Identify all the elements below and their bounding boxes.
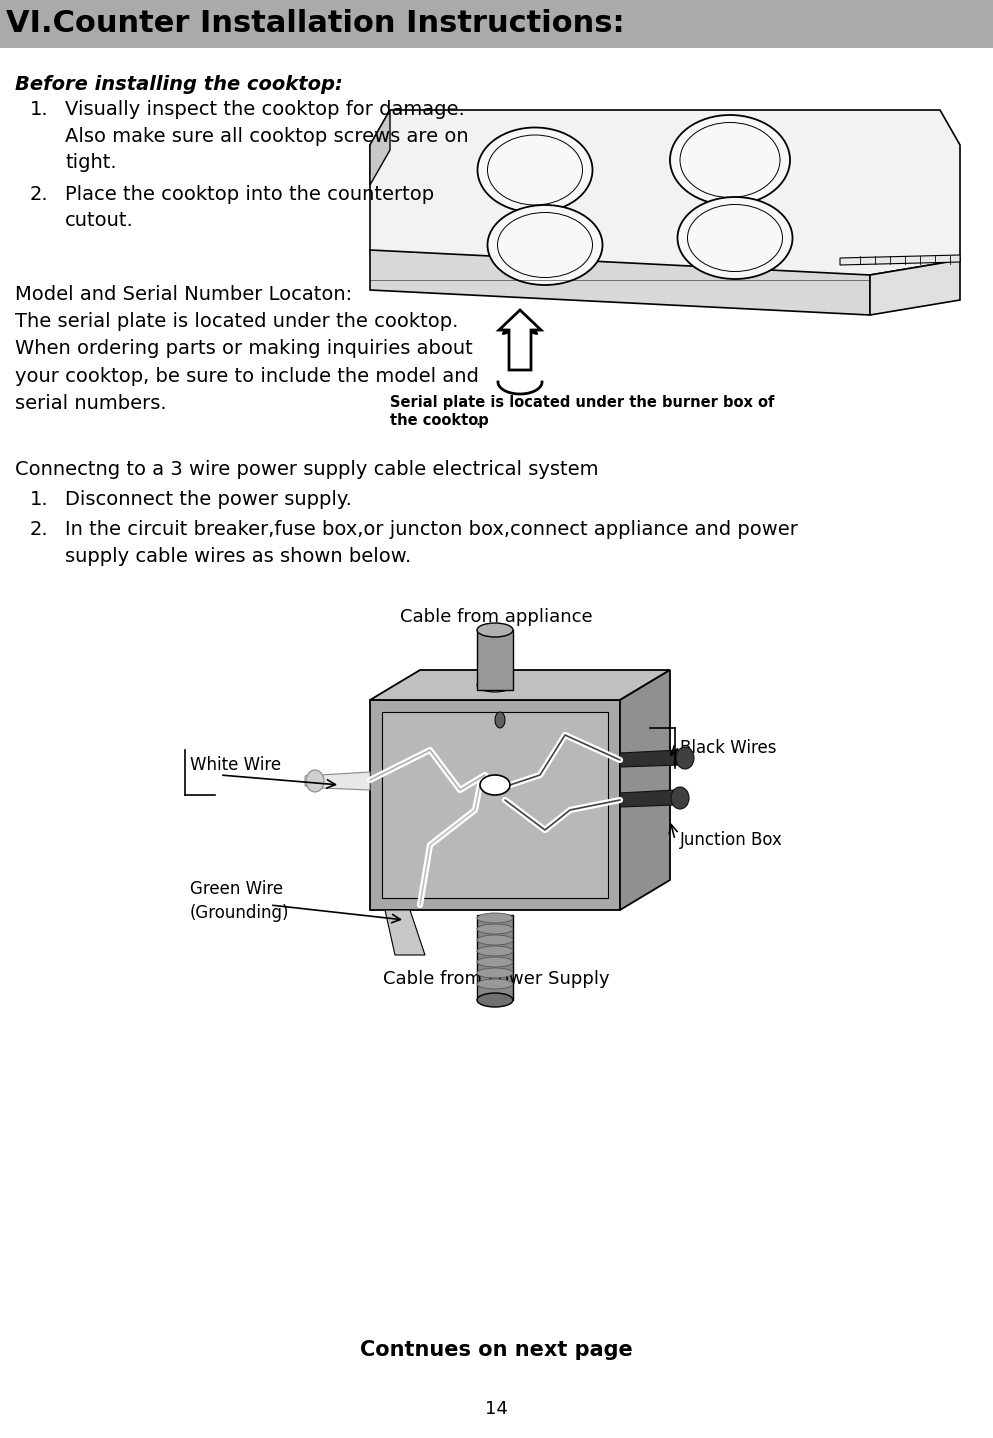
Polygon shape bbox=[477, 915, 513, 999]
Polygon shape bbox=[305, 772, 320, 788]
Text: 1.: 1. bbox=[30, 490, 49, 509]
Text: Before installing the cooktop:: Before installing the cooktop: bbox=[15, 75, 343, 93]
Polygon shape bbox=[620, 670, 670, 910]
Polygon shape bbox=[870, 260, 960, 315]
Ellipse shape bbox=[477, 677, 513, 692]
Text: Connectng to a 3 wire power supply cable electrical system: Connectng to a 3 wire power supply cable… bbox=[15, 460, 599, 479]
Text: Junction Box: Junction Box bbox=[680, 831, 782, 848]
FancyBboxPatch shape bbox=[0, 0, 993, 47]
Polygon shape bbox=[370, 250, 870, 315]
Ellipse shape bbox=[677, 197, 792, 279]
Text: Serial plate is located under the burner box of: Serial plate is located under the burner… bbox=[390, 395, 775, 410]
Text: White Wire: White Wire bbox=[190, 756, 281, 774]
Ellipse shape bbox=[477, 946, 513, 956]
Text: Model and Serial Number Locaton:: Model and Serial Number Locaton: bbox=[15, 285, 353, 303]
Text: 1.: 1. bbox=[30, 101, 49, 119]
Text: Place the cooktop into the countertop
cutout.: Place the cooktop into the countertop cu… bbox=[65, 186, 434, 230]
Text: Disconnect the power supply.: Disconnect the power supply. bbox=[65, 490, 352, 509]
Polygon shape bbox=[620, 789, 675, 807]
Text: Contnues on next page: Contnues on next page bbox=[359, 1340, 633, 1360]
Text: Black Wires: Black Wires bbox=[680, 739, 777, 756]
Text: Green Wire
(Grounding): Green Wire (Grounding) bbox=[190, 880, 290, 922]
Text: 2.: 2. bbox=[30, 186, 49, 204]
Text: 14: 14 bbox=[485, 1401, 507, 1418]
Text: the cooktop: the cooktop bbox=[390, 413, 489, 429]
Ellipse shape bbox=[676, 746, 694, 769]
Text: Visually inspect the cooktop for damage.
Also make sure all cooktop screws are o: Visually inspect the cooktop for damage.… bbox=[65, 101, 469, 173]
Text: VI.Counter Installation Instructions:: VI.Counter Installation Instructions: bbox=[6, 10, 625, 39]
Text: .: . bbox=[475, 413, 480, 429]
Ellipse shape bbox=[477, 925, 513, 935]
Ellipse shape bbox=[306, 769, 324, 792]
Polygon shape bbox=[320, 772, 370, 789]
Ellipse shape bbox=[477, 958, 513, 966]
Ellipse shape bbox=[671, 787, 689, 810]
Ellipse shape bbox=[477, 979, 513, 989]
Polygon shape bbox=[385, 910, 425, 955]
Polygon shape bbox=[620, 751, 680, 766]
Ellipse shape bbox=[477, 623, 513, 637]
Polygon shape bbox=[370, 109, 390, 186]
Ellipse shape bbox=[670, 115, 790, 206]
Text: Cable from Power Supply: Cable from Power Supply bbox=[382, 971, 610, 988]
Ellipse shape bbox=[477, 994, 513, 1007]
Ellipse shape bbox=[477, 935, 513, 945]
Polygon shape bbox=[370, 670, 670, 700]
Polygon shape bbox=[840, 255, 960, 265]
Polygon shape bbox=[499, 311, 541, 370]
Ellipse shape bbox=[495, 712, 505, 728]
Text: In the circuit breaker,fuse box,or juncton box,connect appliance and power
suppl: In the circuit breaker,fuse box,or junct… bbox=[65, 521, 797, 567]
Polygon shape bbox=[370, 700, 620, 910]
Ellipse shape bbox=[480, 775, 510, 795]
Polygon shape bbox=[382, 712, 608, 897]
Ellipse shape bbox=[477, 968, 513, 978]
Text: 2.: 2. bbox=[30, 521, 49, 539]
Text: The serial plate is located under the cooktop.
When ordering parts or making inq: The serial plate is located under the co… bbox=[15, 312, 479, 413]
Ellipse shape bbox=[488, 206, 603, 285]
Text: Cable from appliance: Cable from appliance bbox=[400, 608, 592, 626]
Ellipse shape bbox=[478, 128, 593, 213]
Polygon shape bbox=[370, 109, 960, 275]
Ellipse shape bbox=[477, 913, 513, 923]
Polygon shape bbox=[477, 630, 513, 690]
